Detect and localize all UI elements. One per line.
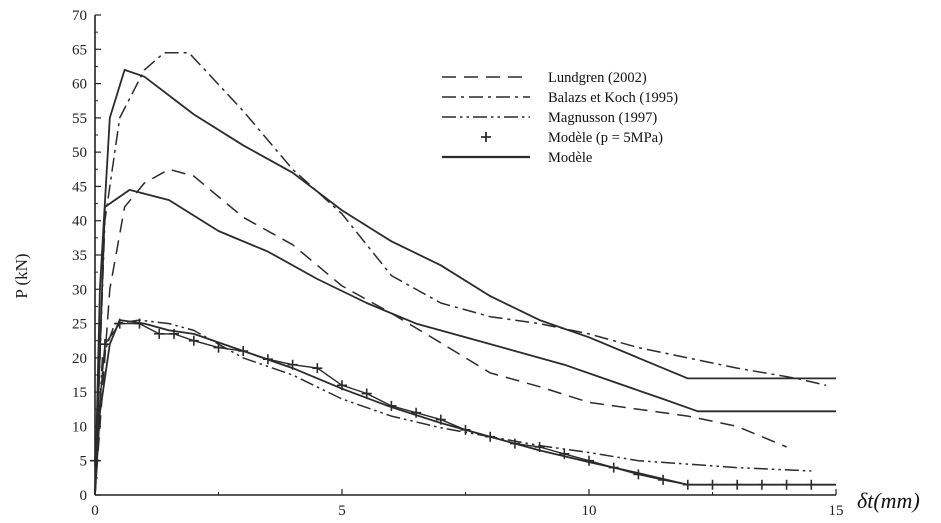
axes <box>94 15 836 496</box>
data-point-plus <box>312 363 323 374</box>
legend-label: Modèle <box>548 150 592 166</box>
series-line <box>94 322 812 486</box>
x-tick-label: 0 <box>91 503 99 519</box>
series-0 <box>94 168 787 496</box>
y-tick-label: 10 <box>72 419 87 435</box>
y-tick-label: 50 <box>72 145 87 161</box>
series-5 <box>94 69 836 496</box>
ticks: 0 5 10 15 20 25 30 35 40 45 50 55 60 65 70 0 5 10 15 <box>72 8 844 519</box>
y-tick-label: 25 <box>72 317 87 333</box>
series-1 <box>94 51 827 496</box>
y-tick-label: 0 <box>80 488 88 504</box>
x-tick-label: 15 <box>829 503 844 519</box>
y-axis-title: P (kN) <box>12 253 31 298</box>
y-tick-label: 20 <box>72 351 87 367</box>
legend-item: Balazs et Koch (1995) <box>442 90 678 106</box>
data-point-plus <box>411 407 422 418</box>
legend-label: Lundgren (2002) <box>548 70 647 86</box>
y-tick-label: 35 <box>72 248 87 264</box>
legend: Lundgren (2002) Balazs et Koch (1995) Magn… <box>442 70 678 166</box>
legend-item: Modèle <box>442 150 592 166</box>
series-4 <box>94 188 836 496</box>
y-tick-label: 65 <box>72 42 87 58</box>
series-line <box>94 319 812 496</box>
legend-marker-plus <box>481 132 491 142</box>
legend-item: Modèle (p = 5MPa) <box>481 130 663 146</box>
y-tick-label: 15 <box>72 385 87 401</box>
data-point-plus <box>154 328 165 339</box>
legend-item: Magnusson (1997) <box>442 110 657 126</box>
data-point-plus <box>213 342 224 353</box>
y-tick-label: 30 <box>72 282 87 298</box>
legend-item: Lundgren (2002) <box>442 70 647 86</box>
series-3 <box>90 318 817 490</box>
series-layer <box>90 51 836 496</box>
y-tick-label: 40 <box>72 214 87 230</box>
data-point-plus <box>99 339 110 350</box>
series-line <box>94 51 827 496</box>
data-point-plus <box>188 335 199 346</box>
series-line <box>94 168 787 496</box>
y-tick-label: 70 <box>72 8 87 24</box>
series-2 <box>94 319 812 496</box>
y-tick-label: 45 <box>72 179 87 195</box>
series-line <box>94 69 836 496</box>
legend-label: Modèle (p = 5MPa) <box>548 130 663 146</box>
x-tick-label: 10 <box>582 503 597 519</box>
x-axis-title: δt(mm) <box>857 488 920 513</box>
y-tick-label: 55 <box>72 111 87 127</box>
y-tick-label: 5 <box>80 454 88 470</box>
y-tick-label: 60 <box>72 77 87 93</box>
x-tick-label: 5 <box>338 503 346 519</box>
legend-label: Magnusson (1997) <box>548 110 657 126</box>
series-line <box>94 188 836 496</box>
series-6 <box>94 319 836 496</box>
data-point-plus <box>361 388 372 399</box>
data-point-plus <box>559 448 570 459</box>
legend-label: Balazs et Koch (1995) <box>548 90 678 106</box>
series-line <box>94 319 836 496</box>
